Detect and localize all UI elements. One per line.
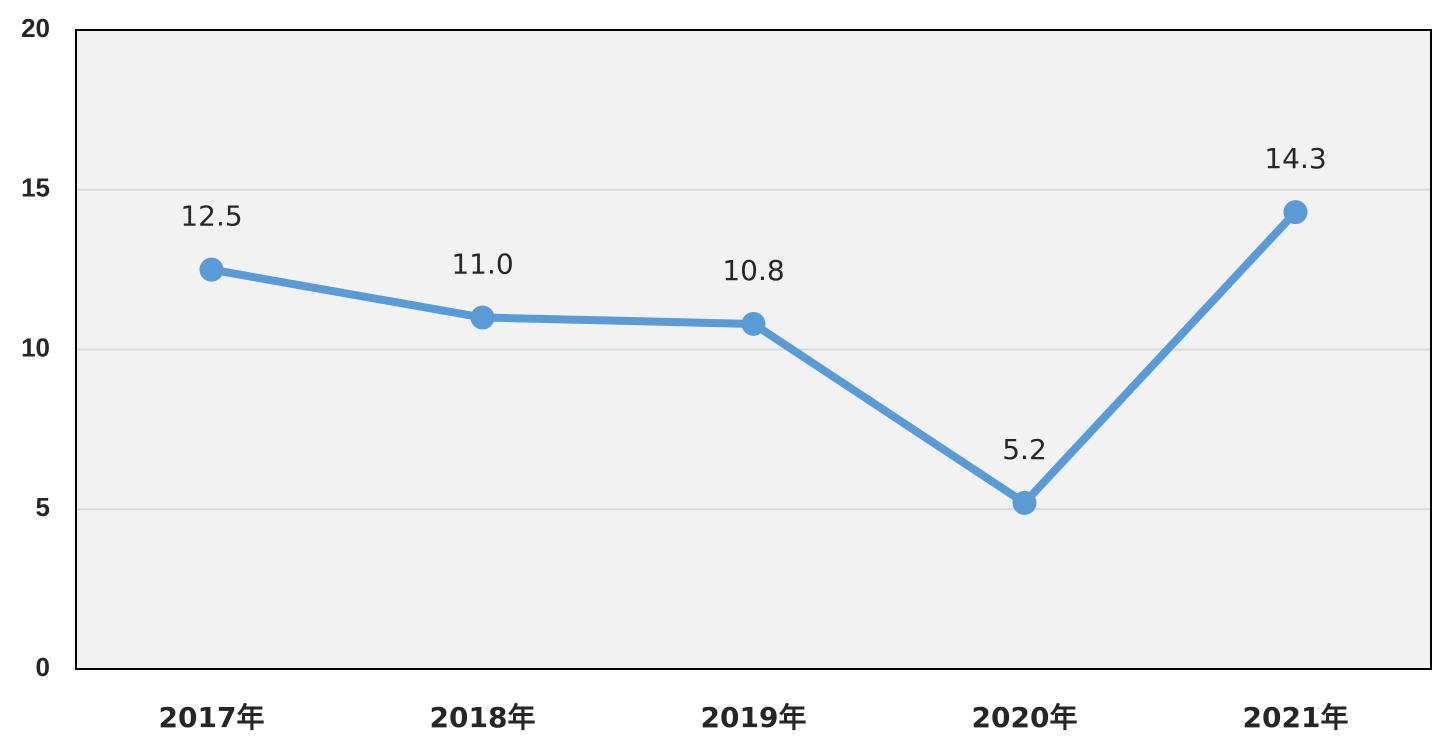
x-tick-label: 2021年 bbox=[1243, 701, 1349, 734]
data-label: 12.5 bbox=[180, 200, 242, 233]
x-axis-tick-labels: 2017年 2018年 2019年 2020年 2021年 bbox=[159, 701, 1349, 734]
data-point bbox=[741, 311, 766, 336]
y-tick-label: 0 bbox=[36, 652, 50, 682]
y-axis-tick-labels: 0 5 10 15 20 bbox=[21, 13, 50, 682]
series-layer bbox=[199, 200, 1308, 515]
gridlines bbox=[77, 188, 1430, 511]
y-tick-label: 20 bbox=[21, 13, 50, 43]
x-tick-label: 2020年 bbox=[972, 701, 1078, 734]
data-point bbox=[1283, 200, 1308, 225]
x-tick-label: 2019年 bbox=[701, 701, 807, 734]
y-tick-label: 5 bbox=[36, 492, 50, 522]
plot-border bbox=[75, 29, 1432, 670]
y-tick-label: 10 bbox=[21, 332, 50, 362]
x-tick-label: 2017年 bbox=[159, 701, 265, 734]
data-labels: 12.5 11.0 10.8 5.2 14.3 bbox=[180, 142, 1326, 466]
data-label: 11.0 bbox=[451, 248, 513, 281]
data-point bbox=[1012, 490, 1037, 515]
x-tick-label: 2018年 bbox=[430, 701, 536, 734]
data-label: 10.8 bbox=[722, 254, 784, 287]
data-label: 5.2 bbox=[1002, 433, 1047, 466]
data-point bbox=[199, 257, 224, 282]
data-label: 14.3 bbox=[1264, 142, 1326, 175]
data-point bbox=[470, 305, 495, 330]
y-tick-label: 15 bbox=[21, 173, 50, 203]
